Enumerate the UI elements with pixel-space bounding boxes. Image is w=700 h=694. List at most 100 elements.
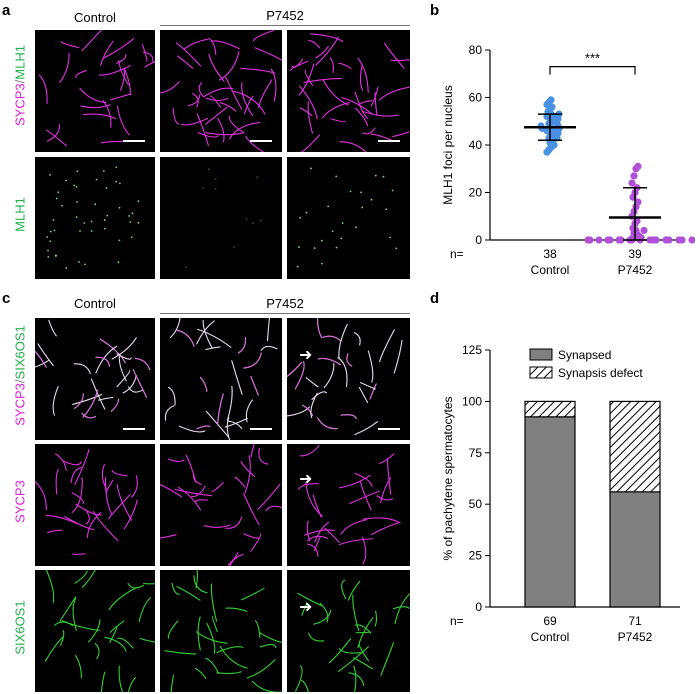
label-sycp3: SYCP3 xyxy=(12,383,28,426)
focus-dot xyxy=(360,191,362,194)
micrograph-texture xyxy=(296,167,398,268)
focus-dot xyxy=(130,236,133,239)
chromosome-axis xyxy=(354,91,368,119)
chromosome-axis xyxy=(160,534,177,539)
focus-dot xyxy=(103,227,106,230)
focus-dot xyxy=(76,170,79,173)
chromosome-axis xyxy=(209,95,222,108)
chromosome-axis xyxy=(250,376,259,396)
chromosome-axis xyxy=(175,42,202,67)
micrograph-a-p7452-2-sycp3-mlh1 xyxy=(287,30,410,152)
focus-dot xyxy=(49,240,52,243)
chromosome-axis xyxy=(71,477,83,514)
focus-dot xyxy=(335,175,338,178)
chromosome-axis xyxy=(177,486,201,511)
chromosome-axis xyxy=(110,399,119,412)
chromosome-axis xyxy=(193,575,208,594)
chromosome-axis xyxy=(353,665,357,692)
chromosome-axis xyxy=(374,92,378,117)
chromosome-axis xyxy=(380,642,395,676)
chromosome-axis xyxy=(338,538,374,546)
focus-dot xyxy=(298,246,300,249)
focus-dot xyxy=(46,236,49,238)
chromosome-axis xyxy=(37,343,54,367)
label-sycp3: SYCP3 xyxy=(12,83,28,126)
chromosome-axis xyxy=(287,406,311,417)
label-sycp3: SYCP3 xyxy=(12,480,28,523)
y-tick-label: 100 xyxy=(462,394,482,408)
chromosome-axis xyxy=(354,472,373,487)
focus-dot xyxy=(102,170,105,172)
chromosome-axis xyxy=(205,657,220,674)
chromosome-axis xyxy=(176,586,201,601)
chart-d-synapsis: 0 25 50 75 100 125 % of pachytene spermatocyte… xyxy=(441,343,680,644)
chromosome-axis xyxy=(323,362,335,389)
chromosome-axis xyxy=(95,345,118,374)
chromosome-axis xyxy=(250,444,255,458)
chromosome-axis xyxy=(259,643,277,649)
chromosome-axis xyxy=(289,60,309,72)
data-point xyxy=(665,236,673,244)
chromosome-axis xyxy=(46,124,61,142)
chromosome-axis xyxy=(243,533,260,539)
chromosome-axis xyxy=(196,425,211,429)
chromosome-axis xyxy=(240,461,256,477)
chromosome-axis xyxy=(208,53,225,82)
chromosome-axis xyxy=(118,355,127,382)
x-tick-label: P7452 xyxy=(618,630,653,644)
focus-dot xyxy=(395,247,398,250)
chromosome-axis xyxy=(329,57,335,73)
chromosome-axis xyxy=(35,359,50,368)
chromosome-axis xyxy=(346,353,352,367)
chromosome-axis xyxy=(298,483,320,490)
micrograph-texture xyxy=(164,570,282,692)
chromosome-axis xyxy=(139,637,155,643)
chromosome-axis xyxy=(379,329,395,362)
chromosome-axis xyxy=(378,86,410,101)
y-tick-label: 25 xyxy=(469,549,483,563)
chromosome-axis xyxy=(357,57,369,94)
focus-dot xyxy=(299,216,302,219)
focus-dot xyxy=(55,197,58,200)
micrograph-texture xyxy=(35,448,138,555)
chromosome-axis xyxy=(392,606,410,610)
chromosome-axis xyxy=(328,638,352,664)
focus-dot xyxy=(313,247,316,250)
chromosome-axis xyxy=(174,488,213,497)
chromosome-axis xyxy=(254,620,261,638)
micrograph-c-p7452-2-merge: ➜ xyxy=(287,318,410,440)
chromosome-axis xyxy=(122,374,137,394)
chromosome-axis xyxy=(310,392,318,419)
chromosome-axis xyxy=(177,55,194,69)
chromosome-axis xyxy=(167,620,179,639)
chromosome-axis xyxy=(48,319,57,337)
chromosome-axis xyxy=(349,490,381,505)
chromosome-axis xyxy=(305,377,319,388)
chromosome-axis xyxy=(362,517,401,524)
chromosome-axis xyxy=(370,133,394,142)
chromosome-axis xyxy=(245,399,253,423)
chromosome-axis xyxy=(337,357,348,388)
chromosome-axis xyxy=(82,389,98,418)
chromosome-axis xyxy=(138,597,152,623)
chromosome-axis xyxy=(120,68,126,92)
legend-label: Synapsis defect xyxy=(558,366,643,380)
chromosome-axis xyxy=(178,425,206,433)
focus-dot xyxy=(327,205,330,208)
chromosome-axis xyxy=(241,82,254,117)
micrograph-texture xyxy=(46,166,140,270)
chromosome-axis xyxy=(99,40,114,66)
focus-dot xyxy=(184,266,187,269)
focus-dot xyxy=(65,267,68,270)
chromosome-axis xyxy=(45,129,67,147)
x-tick-label: P7452 xyxy=(618,263,653,277)
chromosome-axis xyxy=(181,117,209,126)
chromosome-axis xyxy=(108,586,138,611)
legend-swatch xyxy=(529,366,553,379)
chromosome-axis xyxy=(75,70,87,79)
chromosome-axis xyxy=(211,40,240,50)
focus-dot xyxy=(214,178,217,181)
chromosome-axis xyxy=(216,646,244,654)
chromosome-axis xyxy=(367,350,374,383)
panel-c-control-header: Control xyxy=(74,296,116,311)
